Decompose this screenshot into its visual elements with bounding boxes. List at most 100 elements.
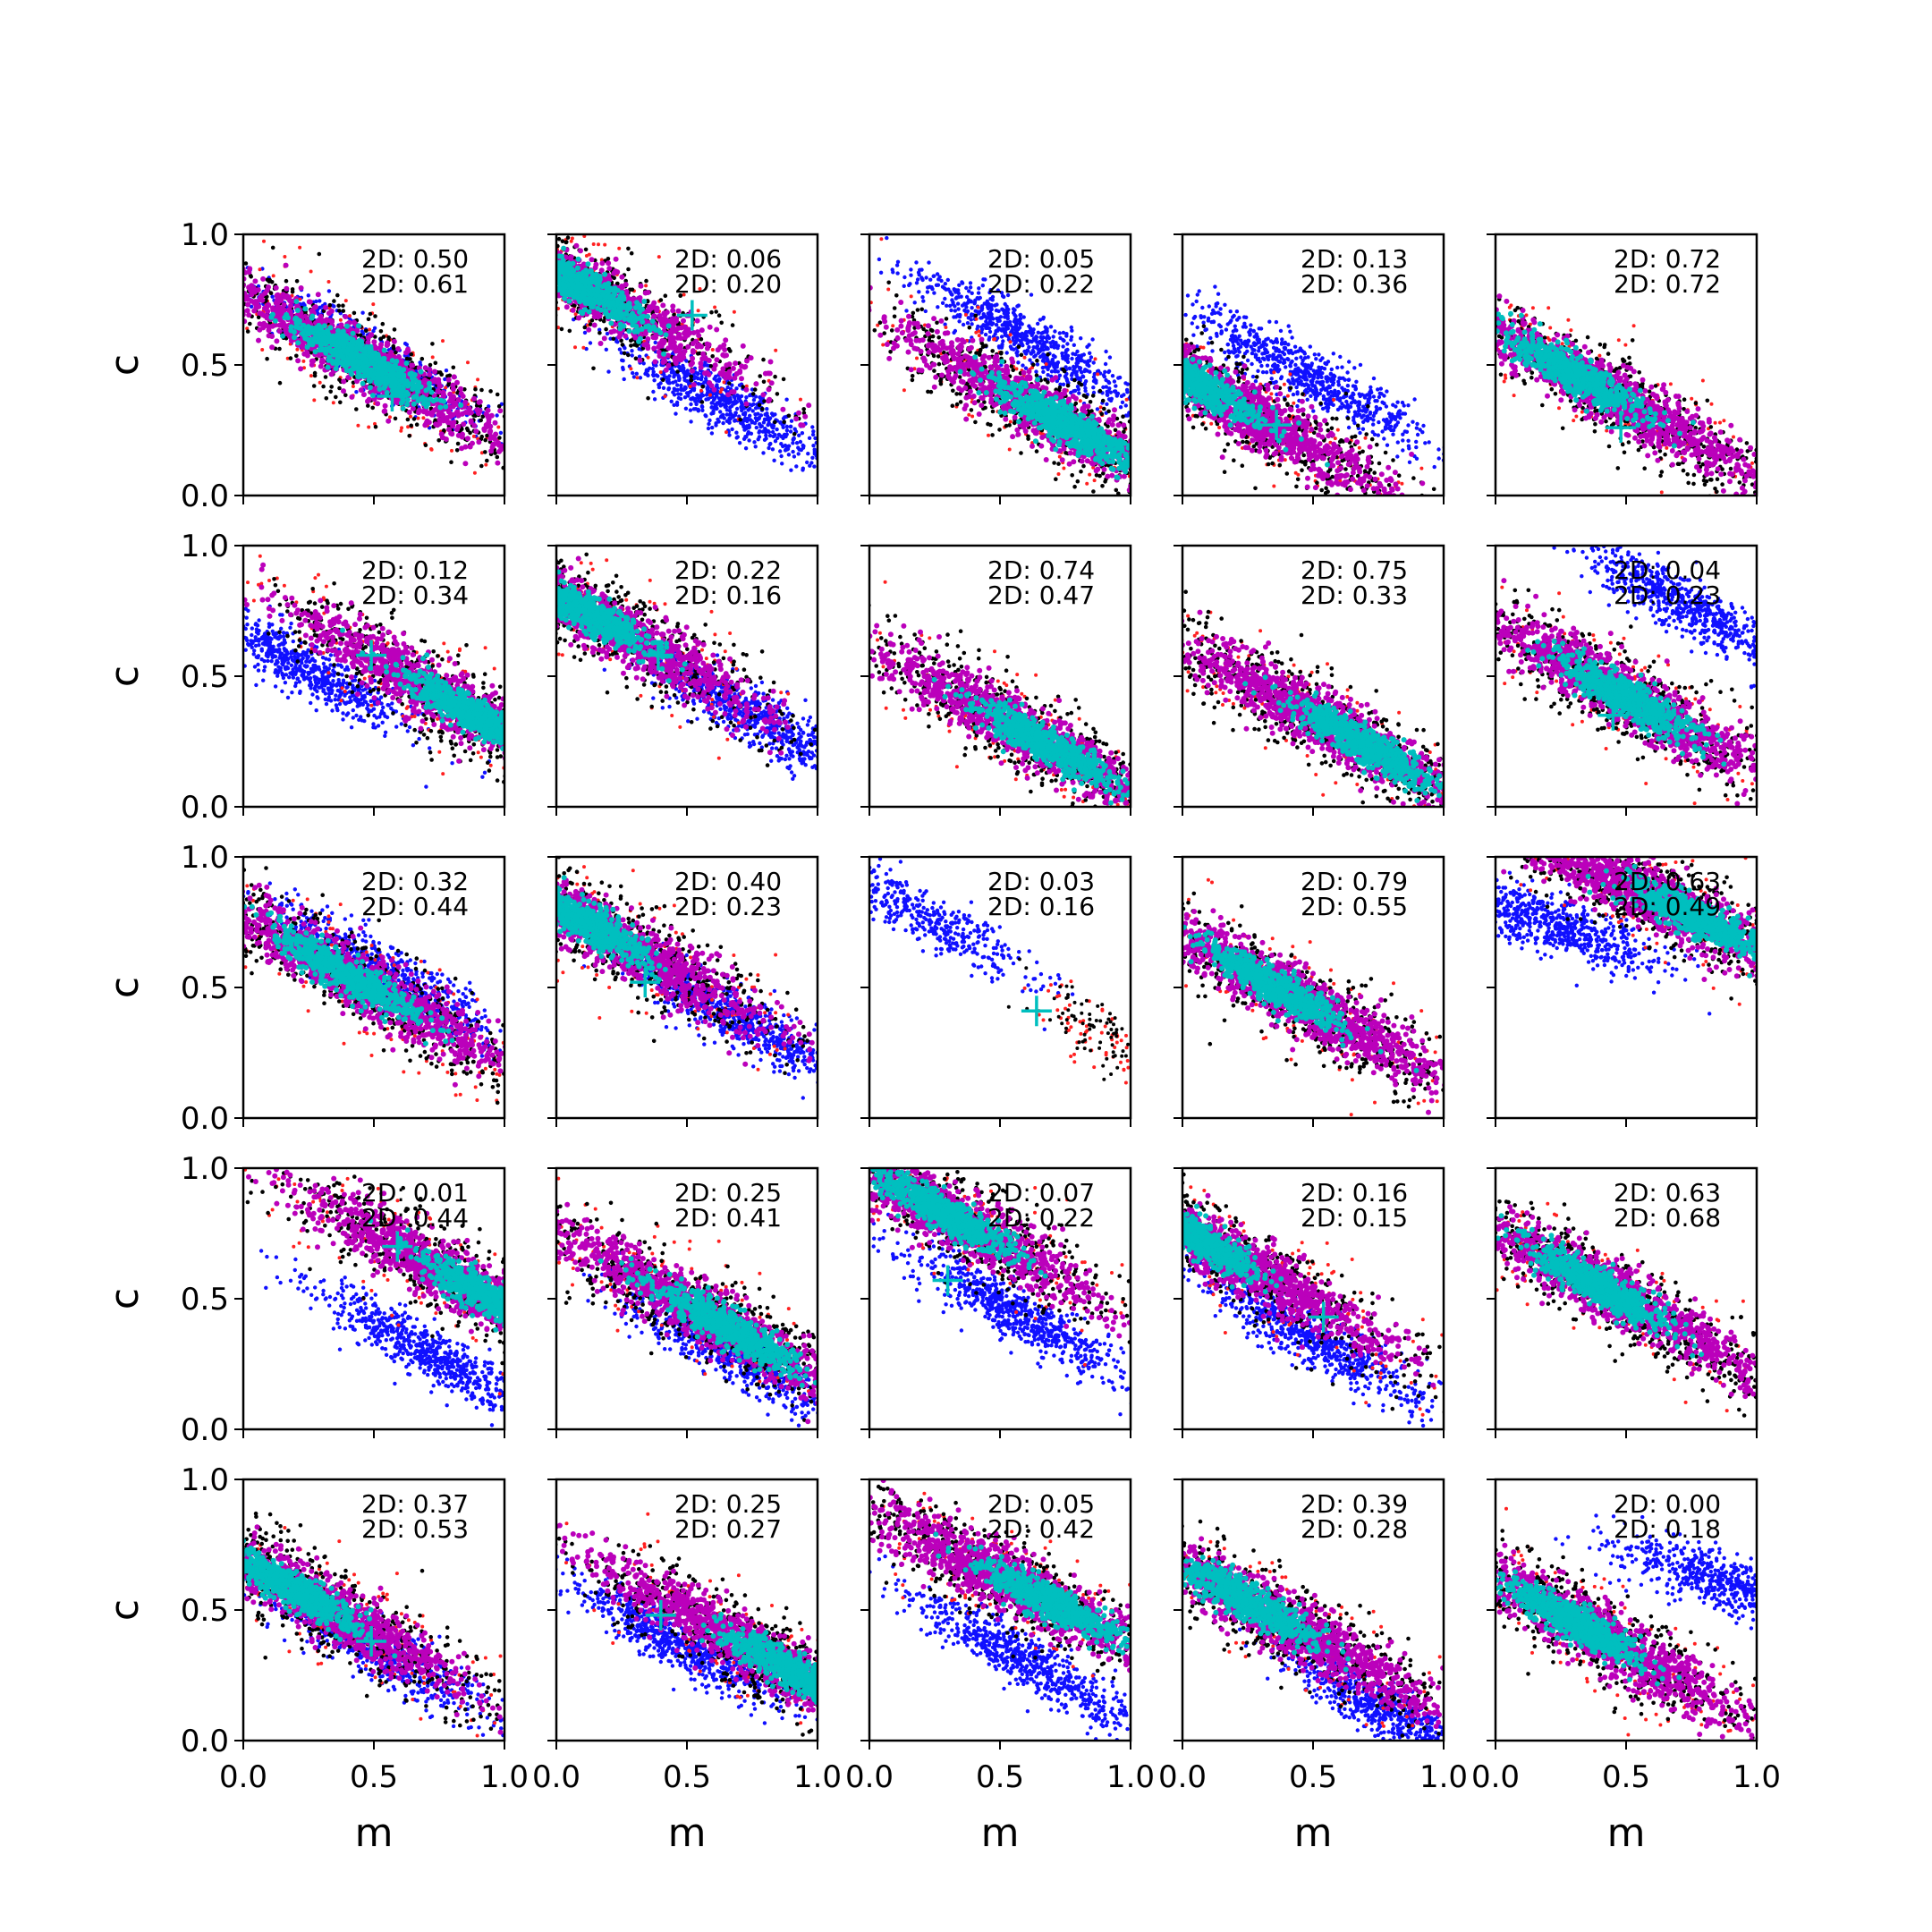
alternate-series-point: [790, 419, 793, 423]
alternate-series-point: [750, 419, 754, 423]
outer-series-point: [532, 310, 537, 315]
outer-series-point: [214, 265, 218, 269]
middle-series-point: [505, 446, 511, 452]
outer-series-point: [547, 273, 551, 277]
outlier-series-point: [647, 356, 650, 360]
alternate-series-point: [697, 382, 700, 386]
outer-series-point: [506, 410, 511, 414]
middle-series-point: [204, 267, 209, 272]
core-series-point: [367, 377, 372, 383]
alternate-series-point: [826, 472, 830, 476]
alternate-series-point: [785, 428, 789, 432]
alternate-series-point: [495, 413, 498, 417]
outer-series-point: [218, 271, 223, 275]
core-series-point: [370, 393, 376, 398]
core-series-point: [423, 388, 428, 394]
outer-series-point: [727, 381, 732, 386]
middle-series-point: [473, 428, 479, 434]
outer-series-point: [199, 285, 203, 290]
outer-series-point: [530, 238, 534, 242]
outer-series-point: [369, 312, 373, 317]
middle-series-point: [267, 325, 272, 330]
outlier-series-point: [530, 299, 534, 302]
alternate-series-point: [689, 408, 692, 411]
alternate-series-point: [712, 377, 716, 380]
outer-series-point: [516, 288, 521, 292]
middle-series-point: [269, 334, 275, 339]
middle-series-point: [260, 276, 266, 282]
middle-series-point: [359, 387, 364, 393]
outer-series-point: [465, 219, 470, 224]
outer-series-point: [415, 422, 419, 427]
outer-series-point: [446, 199, 451, 203]
core-series-point: [376, 377, 381, 382]
middle-series-point: [343, 314, 348, 319]
outer-series-point: [540, 281, 545, 285]
outer-series-point: [545, 268, 549, 273]
outer-series-point: [477, 237, 481, 242]
middle-series-point: [230, 294, 235, 300]
outer-series-point: [405, 199, 410, 203]
outlier-series-point: [512, 464, 515, 468]
outer-series-point: [364, 329, 369, 334]
alternate-series-point: [623, 377, 626, 381]
y-axis-label: c: [102, 354, 148, 376]
outlier-series-point: [570, 240, 573, 243]
alternate-series-point: [751, 409, 755, 412]
core-series-point: [368, 385, 373, 390]
middle-series-point: [507, 432, 513, 437]
alternate-series-point: [752, 398, 756, 402]
core-series-point: [429, 390, 435, 395]
outer-series-point: [414, 199, 419, 203]
outer-series-point: [443, 160, 447, 165]
middle-series-point: [485, 424, 490, 429]
alternate-series-point: [225, 282, 229, 285]
outlier-series-point: [546, 297, 549, 301]
middle-series-point: [538, 283, 544, 288]
alternate-series-point: [622, 368, 625, 371]
outer-series-point: [521, 495, 526, 499]
middle-series-point: [235, 318, 241, 323]
alternate-series-point: [833, 479, 836, 482]
outer-series-point: [487, 286, 491, 291]
outer-series-point: [541, 272, 546, 276]
outer-series-point: [520, 268, 524, 273]
outlier-series-point: [479, 251, 482, 255]
middle-series-point: [182, 260, 187, 266]
outer-series-point: [408, 163, 412, 167]
outer-series-point: [522, 259, 527, 264]
alternate-series-point: [318, 299, 321, 302]
outlier-series-point: [530, 459, 534, 462]
outer-series-point: [142, 233, 147, 237]
outlier-series-point: [64, 194, 68, 198]
middle-series-point: [476, 439, 481, 445]
outer-series-point: [531, 251, 536, 256]
panel-annotation: 2D: 0.61: [361, 269, 469, 299]
alternate-series-point: [752, 440, 756, 444]
outer-series-point: [634, 357, 639, 361]
core-series-point: [292, 335, 297, 340]
core-series-point: [369, 354, 374, 360]
outlier-series-point: [532, 470, 536, 474]
alternate-series-point: [775, 428, 778, 431]
alternate-series-point: [226, 285, 230, 289]
alternate-series-point: [812, 464, 816, 468]
core-series-point: [302, 328, 308, 334]
alternate-series-point: [721, 413, 724, 417]
alternate-series-point: [666, 387, 670, 391]
outlier-series-point: [509, 241, 513, 244]
outlier-series-point: [546, 241, 549, 244]
core-series-point: [318, 343, 324, 348]
outer-series-point: [342, 309, 346, 313]
core-series-point: [383, 384, 388, 389]
outer-series-point: [505, 260, 510, 265]
outlier-series-point: [392, 225, 395, 228]
outlier-series-point: [479, 274, 483, 277]
middle-series-point: [231, 300, 236, 305]
middle-series-point: [434, 379, 439, 385]
outer-series-point: [531, 254, 536, 258]
outlier-series-point: [635, 376, 639, 379]
middle-series-point: [245, 302, 250, 308]
outer-series-point: [548, 276, 553, 281]
